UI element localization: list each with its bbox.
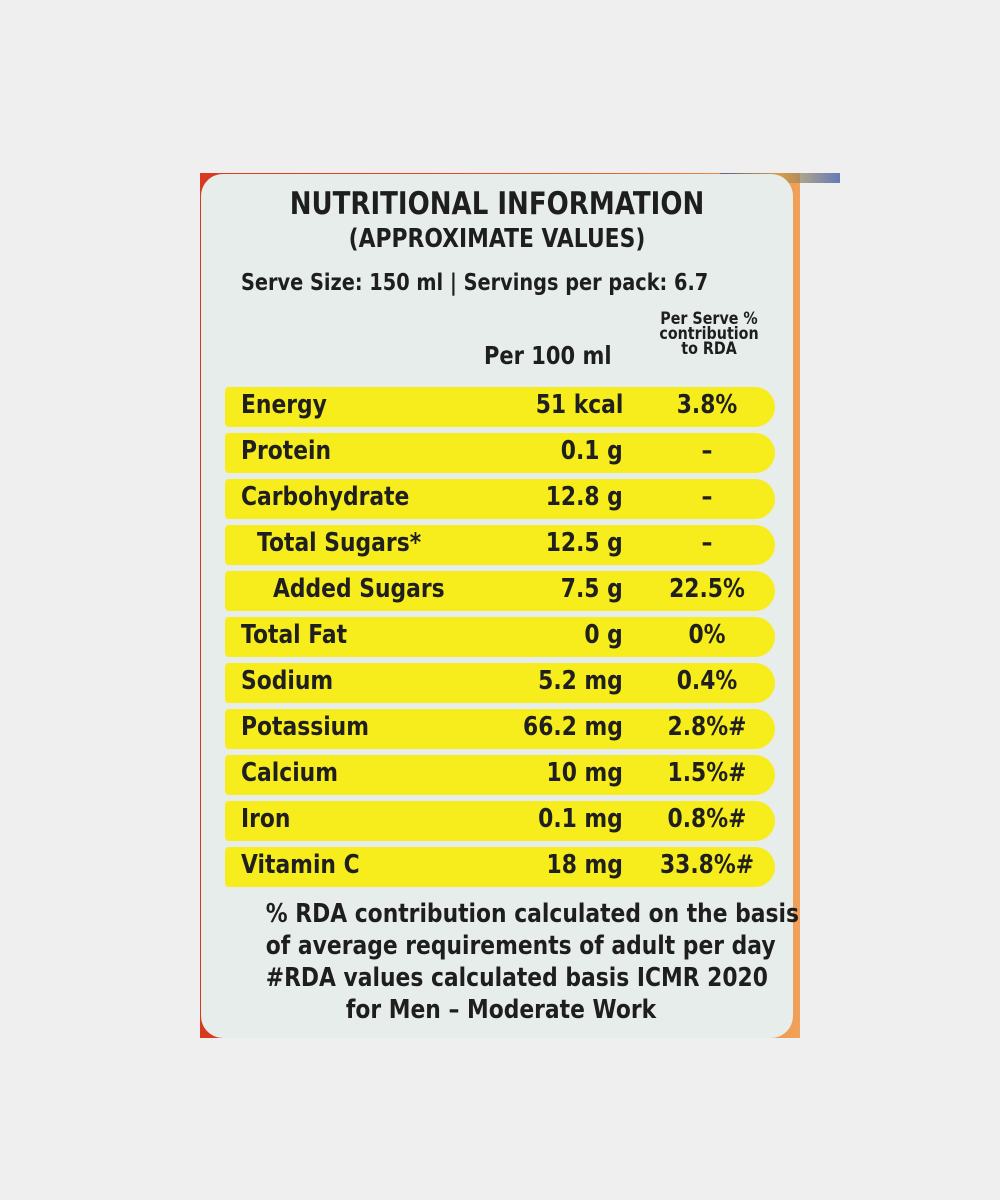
nutrient-name: Total Sugars* (257, 528, 422, 558)
rda-header-line: to RDA (681, 339, 737, 359)
nutrient-row-energy: Energy 51 kcal 3.8% (225, 387, 775, 427)
nutrient-name: Energy (241, 390, 327, 420)
nutrient-value: 0.1 g (561, 436, 623, 466)
nutrient-value: 0.1 mg (538, 804, 623, 834)
nutrient-value: 0 g (584, 620, 623, 650)
nutrient-value: 5.2 mg (538, 666, 623, 696)
column-header-per-100ml: Per 100 ml (484, 341, 612, 370)
nutrient-rda: 1.5%# (667, 758, 747, 788)
rda-header-line: contribution (659, 324, 759, 344)
nutrient-value: 12.8 g (545, 482, 623, 512)
nutrient-name: Calcium (241, 758, 338, 788)
nutrient-name: Potassium (241, 712, 369, 742)
nutrient-rda: 0% (688, 620, 726, 650)
nutrient-name: Iron (241, 804, 291, 834)
nutrient-name: Protein (241, 436, 332, 466)
nutrition-panel: NUTRITIONAL INFORMATION (APPROXIMATE VAL… (201, 174, 800, 1038)
nutrient-row-protein: Protein 0.1 g – (225, 433, 775, 473)
rda-footnote: % RDA contribution calculated on the bas… (221, 898, 800, 1026)
nutrient-rda: 2.8%# (667, 712, 747, 742)
nutrient-value: 66.2 mg (523, 712, 623, 742)
nutrient-row-sodium: Sodium 5.2 mg 0.4% (225, 663, 775, 703)
nutrient-value: 51 kcal (535, 390, 623, 420)
column-header-rda: Per Serve % contribution to RDA (659, 309, 760, 359)
nutrient-row-added-sugars: Added Sugars 7.5 g 22.5% (225, 571, 775, 611)
nutrient-rda: – (701, 528, 713, 558)
nutrient-rda: 3.8% (676, 390, 738, 420)
nutrient-row-total-sugars: Total Sugars* 12.5 g – (225, 525, 775, 565)
nutrient-rda: – (701, 482, 713, 512)
nutrient-row-total-fat: Total Fat 0 g 0% (225, 617, 775, 657)
nutrient-name: Added Sugars (273, 574, 445, 604)
footnote-line: % RDA contribution calculated on the bas… (265, 899, 800, 929)
nutrient-name: Vitamin C (241, 850, 360, 880)
nutrient-name: Carbohydrate (241, 482, 410, 512)
nutrient-rda: – (701, 436, 713, 466)
nutrient-row-iron: Iron 0.1 mg 0.8%# (225, 801, 775, 841)
footnote-line: #RDA values calculated basis ICMR 2020 (265, 963, 768, 993)
serve-size-line: Serve Size: 150 ml | Servings per pack: … (241, 270, 709, 296)
nutrient-value: 18 mg (546, 850, 623, 880)
nutrient-row-potassium: Potassium 66.2 mg 2.8%# (225, 709, 775, 749)
nutrient-row-vitamin-c: Vitamin C 18 mg 33.8%# (225, 847, 775, 887)
nutrient-row-calcium: Calcium 10 mg 1.5%# (225, 755, 775, 795)
nutrient-name: Total Fat (241, 620, 348, 650)
panel-subtitle: (APPROXIMATE VALUES) (348, 224, 646, 254)
nutrient-table: Energy 51 kcal 3.8% Protein 0.1 g – Carb… (225, 387, 775, 893)
footnote-line: of average requirements of adult per day (265, 931, 776, 961)
panel-title: NUTRITIONAL INFORMATION (289, 186, 705, 222)
nutrient-value: 10 mg (546, 758, 623, 788)
nutrient-rda: 22.5% (669, 574, 745, 604)
nutrient-name: Sodium (241, 666, 334, 696)
nutrient-value: 7.5 g (561, 574, 623, 604)
nutrient-rda: 0.4% (676, 666, 738, 696)
nutrient-rda: 0.8%# (667, 804, 747, 834)
nutrient-value: 12.5 g (545, 528, 623, 558)
rda-header-line: Per Serve % (660, 309, 758, 329)
footnote-line: for Men – Moderate Work (345, 995, 657, 1025)
nutrient-row-carbohydrate: Carbohydrate 12.8 g – (225, 479, 775, 519)
nutrient-rda: 33.8%# (659, 850, 755, 880)
